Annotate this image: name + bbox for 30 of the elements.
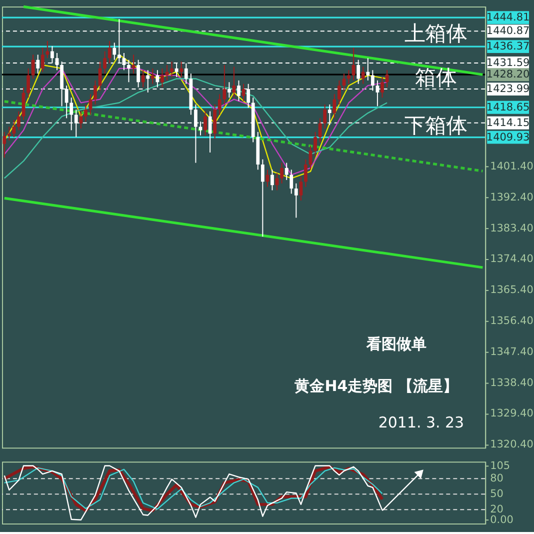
y-tick-label: 50 xyxy=(490,488,504,500)
ref-line-label: 1444.81 xyxy=(486,12,530,24)
annotation: 黄金H4走势图 【流星】 xyxy=(294,376,458,395)
y-tick-label: 1338.40 xyxy=(490,376,534,389)
annotation: 2011. 3. 23 xyxy=(378,414,464,432)
ref-line-label: 1409.93 xyxy=(486,131,530,144)
y-tick-label: 1374.40 xyxy=(490,253,534,266)
ref-line-label: 1428.20 xyxy=(486,68,530,81)
y-tick-label: 80 xyxy=(490,472,504,485)
y-tick-label: 1383.40 xyxy=(490,222,534,234)
y-tick-label: 105 xyxy=(490,460,510,472)
ref-line-label: 1418.65 xyxy=(486,101,530,114)
ref-line-label: 1431.59 xyxy=(486,56,530,69)
annotation: 上箱体 xyxy=(404,21,468,46)
y-tick-label: 1365.40 xyxy=(490,284,534,296)
ref-line-label: 1436.37 xyxy=(486,40,530,53)
y-tick-label: 0.00 xyxy=(490,514,514,526)
ref-line-label: 1414.15 xyxy=(486,116,530,129)
y-tick-label: 20 xyxy=(490,504,504,516)
annotation: 下箱体 xyxy=(404,113,468,138)
ref-line-label: 1423.99 xyxy=(486,83,530,96)
annotation: 看图做单 xyxy=(365,334,426,353)
y-tick-label: 1401.40 xyxy=(490,160,534,173)
y-tick-label: 1347.40 xyxy=(490,346,534,358)
y-tick-label: 1356.40 xyxy=(490,315,534,328)
ref-line-label: 1440.87 xyxy=(486,25,530,38)
y-tick-label: 1329.40 xyxy=(490,408,534,420)
annotation: 箱体 xyxy=(415,65,458,90)
y-tick-label: 1320.40 xyxy=(490,438,534,451)
y-tick-label: 1392.40 xyxy=(490,191,534,204)
